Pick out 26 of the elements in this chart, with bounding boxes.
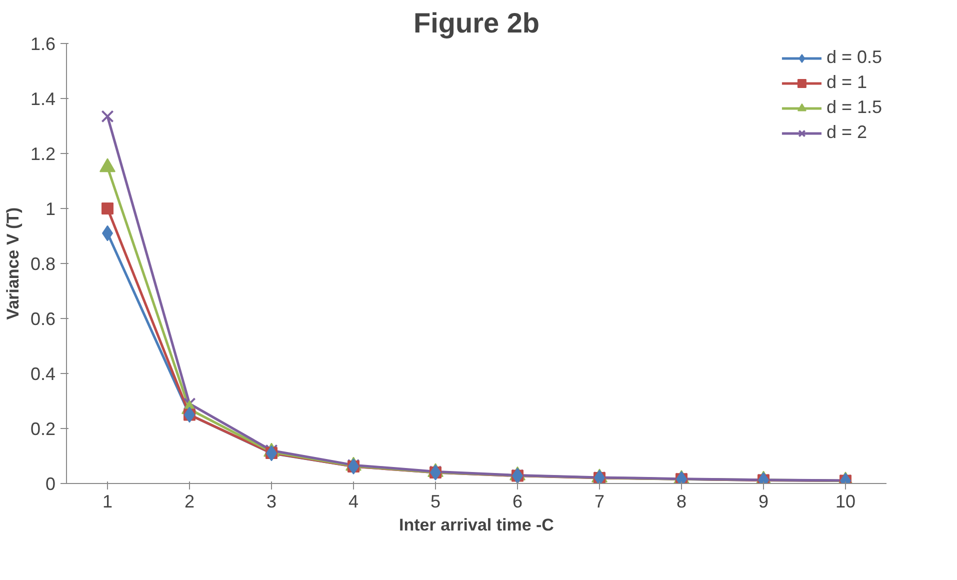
legend-label: d = 1 [826, 72, 867, 93]
x-axis-title: Inter arrival time -C [399, 516, 554, 534]
y-tick-label: 1.4 [30, 89, 56, 109]
y-tick-label: 1.2 [30, 144, 56, 164]
y-tick-label: 0.4 [30, 364, 56, 384]
y-tick-label: 1.6 [30, 34, 56, 54]
y-tick-label: 0 [45, 474, 56, 494]
y-tick-label: 0.6 [30, 309, 56, 329]
x-tick-label: 3 [266, 492, 277, 512]
x-tick-label: 9 [758, 492, 769, 512]
y-tick-label: 0.8 [30, 254, 56, 274]
legend-label: d = 2 [826, 122, 867, 143]
legend-label: d = 0.5 [826, 47, 882, 68]
legend-label: d = 1.5 [826, 97, 882, 118]
x-tick-label: 10 [835, 492, 856, 512]
x-tick-label: 5 [430, 492, 441, 512]
chart-title: Figure 2b [413, 8, 540, 38]
x-tick-label: 1 [102, 492, 113, 512]
y-tick-label: 1 [45, 199, 56, 219]
x-tick-label: 2 [184, 492, 195, 512]
x-tick-label: 7 [594, 492, 605, 512]
x-tick-label: 8 [676, 492, 687, 512]
x-tick-label: 6 [512, 492, 523, 512]
x-tick-label: 4 [348, 492, 359, 512]
y-tick-label: 0.2 [30, 419, 56, 439]
y-axis-title: Variance V (T) [3, 207, 22, 320]
